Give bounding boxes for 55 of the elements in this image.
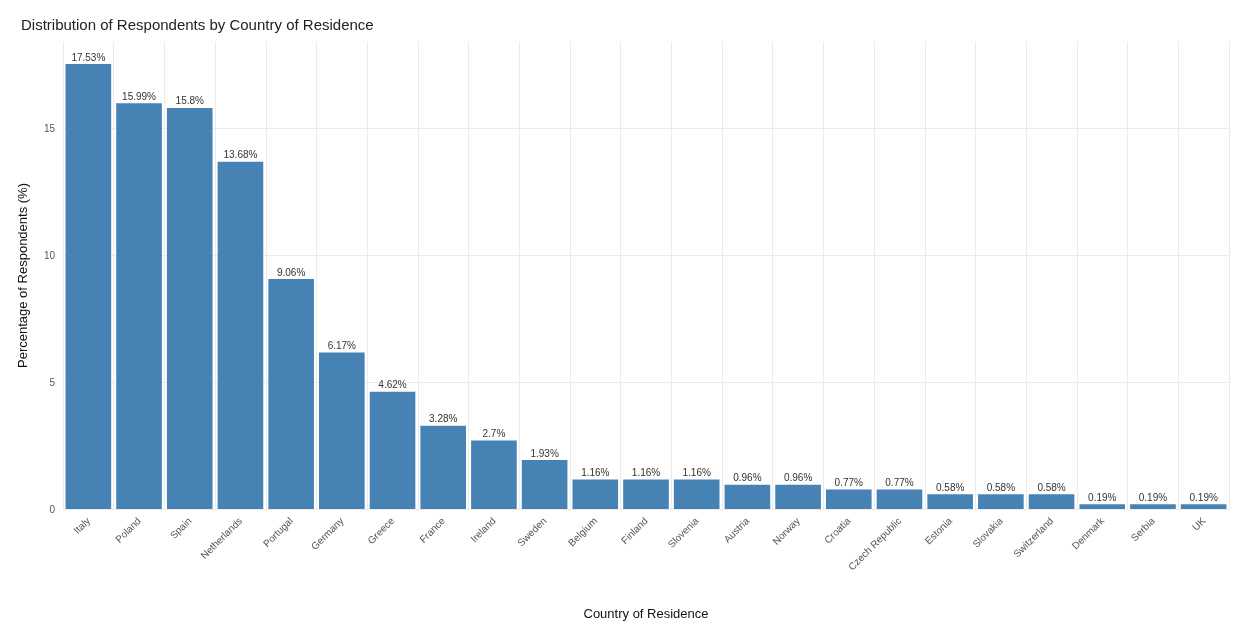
data-label: 0.77%	[834, 476, 864, 488]
data-label: 9.06%	[276, 266, 306, 278]
y-tick-label: 15	[43, 122, 56, 134]
bar	[1028, 494, 1075, 509]
bar	[369, 391, 416, 509]
x-axis-title: Country of Residence	[583, 606, 709, 621]
data-label: 6.17%	[327, 339, 357, 351]
bar	[420, 425, 467, 509]
bar	[623, 479, 669, 509]
bar	[724, 484, 771, 509]
bar	[116, 103, 162, 509]
data-label: 0.77%	[885, 476, 914, 488]
data-label: 1.16%	[682, 467, 711, 479]
x-tick-label: Italy	[71, 515, 93, 536]
data-label: 1.93%	[530, 447, 559, 459]
data-label: 13.68%	[223, 149, 258, 161]
bar	[673, 479, 720, 509]
y-axis-title: Percentage of Respondents (%)	[15, 183, 30, 368]
bar	[217, 161, 264, 509]
bar	[775, 484, 821, 509]
bar	[825, 489, 872, 509]
bar	[572, 479, 619, 509]
bar	[521, 460, 568, 509]
y-tick-label: 0	[49, 503, 56, 515]
data-label: 0.58%	[935, 481, 965, 493]
data-label: 0.96%	[733, 472, 762, 484]
bar	[1130, 504, 1176, 509]
data-label: 0.19%	[1138, 491, 1168, 503]
data-label: 1.16%	[631, 467, 661, 479]
data-label: 15.8%	[175, 95, 205, 107]
bar	[268, 279, 314, 509]
data-label: 17.53%	[71, 51, 106, 63]
data-label: 15.99%	[122, 90, 157, 102]
bar	[876, 489, 923, 509]
bar	[1079, 504, 1126, 509]
chart-title: Distribution of Respondents by Country of Residence	[21, 16, 374, 33]
data-label: 2.7%	[482, 427, 506, 439]
data-label: 3.28%	[429, 413, 458, 425]
bar	[65, 64, 112, 509]
bar	[166, 107, 213, 509]
y-tick-label: 5	[49, 376, 56, 388]
data-label: 0.96%	[783, 472, 813, 484]
x-tick-label: UK	[1189, 514, 1208, 533]
data-label: 0.19%	[1189, 491, 1218, 503]
bar	[978, 494, 1024, 509]
bar	[319, 352, 365, 509]
y-tick-label: 10	[43, 249, 56, 261]
bar	[471, 440, 517, 509]
data-label: 4.62%	[378, 379, 407, 391]
data-label: 0.58%	[1037, 481, 1066, 493]
data-label: 1.16%	[581, 467, 610, 479]
bar	[927, 494, 973, 509]
data-label: 0.19%	[1088, 491, 1117, 503]
data-label: 0.58%	[986, 481, 1016, 493]
bar	[1180, 504, 1227, 509]
